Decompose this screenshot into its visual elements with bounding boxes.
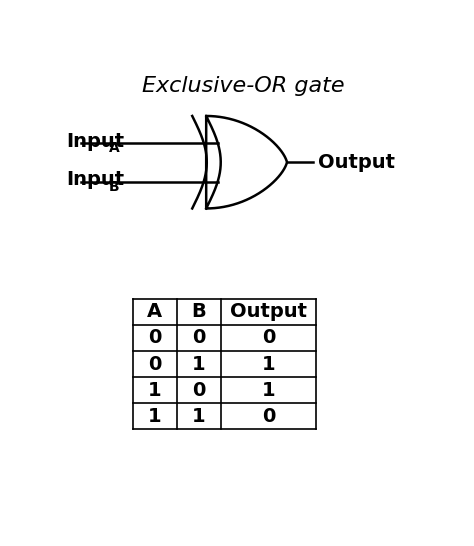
- Text: 0: 0: [262, 407, 275, 426]
- Text: 0: 0: [192, 381, 206, 400]
- Text: Output: Output: [230, 302, 307, 322]
- Text: Output: Output: [318, 153, 395, 171]
- Text: 0: 0: [192, 329, 206, 347]
- Text: B: B: [109, 180, 119, 194]
- Text: A: A: [109, 141, 119, 155]
- Text: 1: 1: [262, 381, 275, 400]
- Text: A: A: [147, 302, 162, 322]
- Text: 0: 0: [148, 329, 162, 347]
- Text: 0: 0: [148, 354, 162, 373]
- Text: 1: 1: [262, 354, 275, 373]
- Text: 0: 0: [262, 329, 275, 347]
- Text: 1: 1: [148, 407, 162, 426]
- Text: B: B: [191, 302, 206, 322]
- Text: 1: 1: [192, 354, 206, 373]
- Text: 1: 1: [148, 381, 162, 400]
- Text: Input: Input: [66, 170, 125, 189]
- Text: 1: 1: [192, 407, 206, 426]
- Text: Exclusive-OR gate: Exclusive-OR gate: [142, 76, 344, 96]
- Text: Input: Input: [66, 132, 125, 151]
